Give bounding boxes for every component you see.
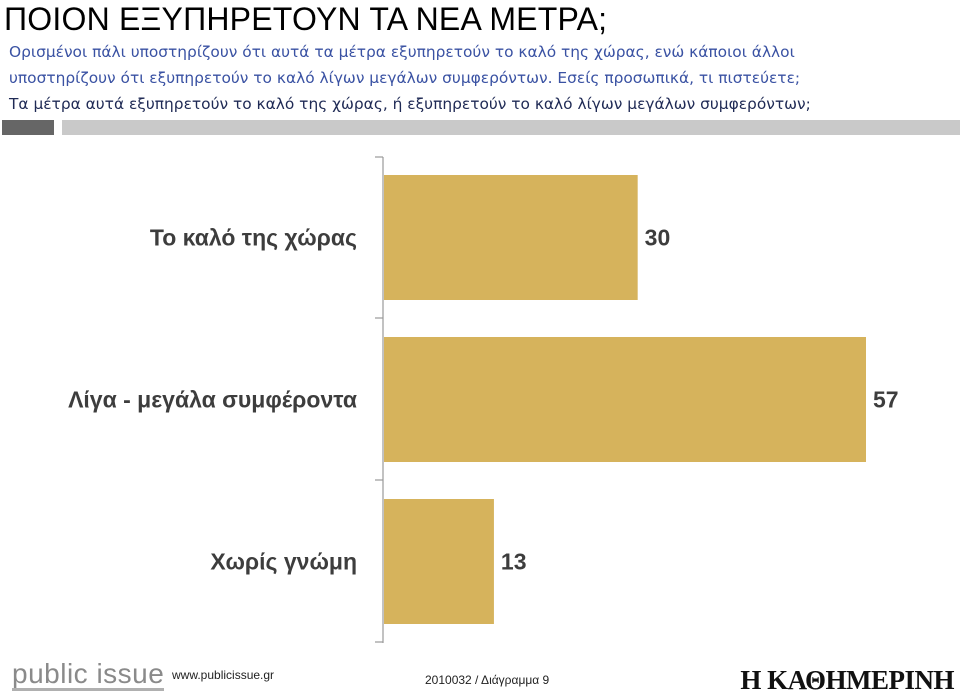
data-label: 57 (873, 387, 899, 413)
publicissue-logo: public issue (12, 658, 165, 689)
bar (384, 337, 866, 462)
header-divider-dark (2, 120, 54, 135)
kathimerini-logo: Η ΚΑΘΗΜΕΡΙΝΗ (740, 665, 954, 695)
question-text: Ορισμένοι πάλι υποστηρίζουν ότι αυτά τα … (9, 39, 957, 117)
bar (384, 499, 494, 624)
data-label: 30 (645, 225, 671, 251)
header-divider-light (62, 120, 960, 135)
page-title: ΠΟΙΟΝ ΕΞΥΠΗΡΕΤΟΥΝ ΤΑ ΝΕΑ ΜΕΤΡΑ; (4, 1, 608, 37)
category-label: Το καλό της χώρας (150, 225, 357, 251)
category-label: Χωρίς γνώμη (210, 549, 357, 575)
footer-url[interactable]: www.publicissue.gr (172, 668, 275, 682)
question-line-2: υποστηρίζουν ότι εξυπηρετούν το καλό λίγ… (9, 69, 801, 87)
question-line-1: Ορισμένοι πάλι υποστηρίζουν ότι αυτά τα … (9, 43, 795, 61)
data-label: 13 (501, 549, 527, 575)
bar (384, 175, 638, 300)
question-line-3: Τα μέτρα αυτά εξυπηρετούν το καλό της χώ… (9, 95, 811, 113)
logo-underline (12, 688, 164, 691)
category-label: Λίγα - μεγάλα συμφέροντα (68, 387, 357, 413)
footer-chart-ref: 2010032 / Διάγραμμα 9 (425, 673, 550, 687)
